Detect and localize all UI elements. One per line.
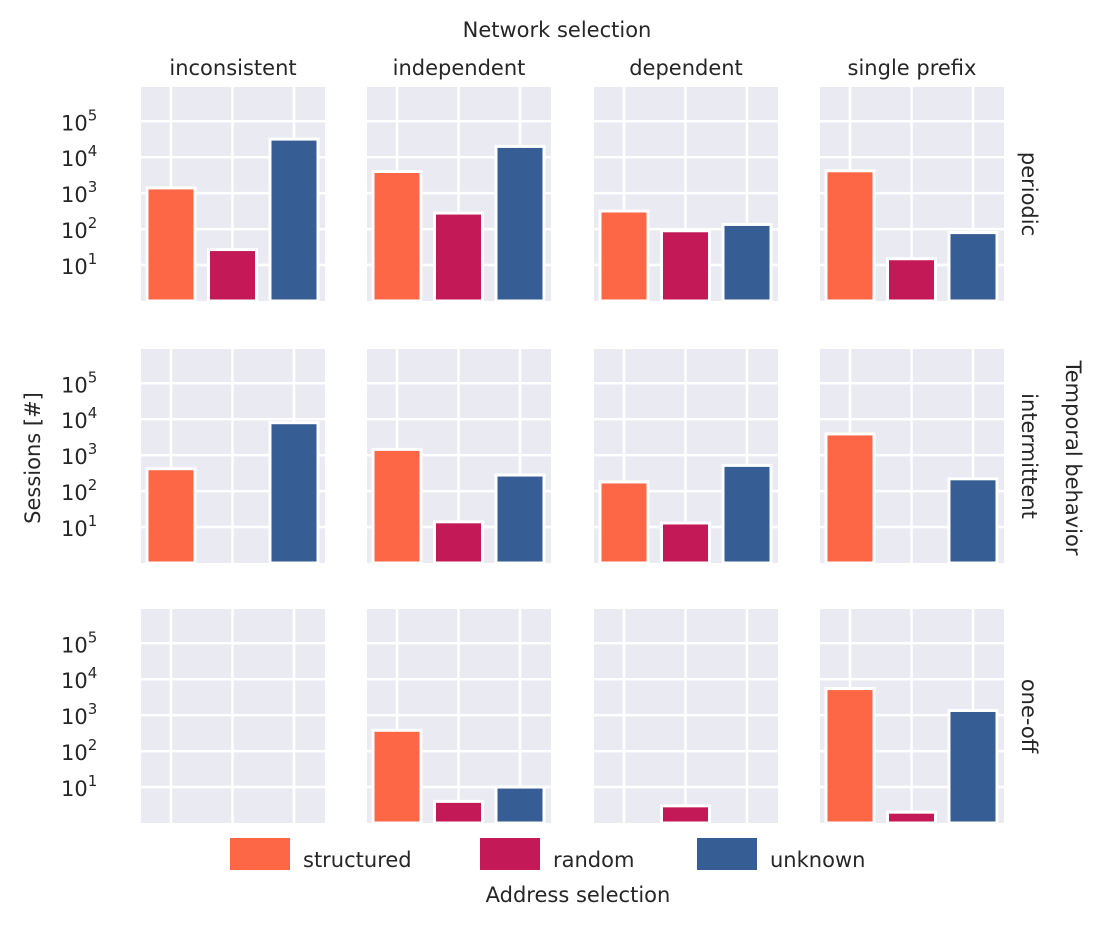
legend-label-unknown: unknown (770, 848, 865, 872)
y-tick-labels: 101 102 103 104 105 101 102 103 104 105 101 102 103 1… (61, 106, 97, 801)
bar-random (660, 229, 711, 303)
legend-swatch-structured (230, 838, 290, 870)
legend-label-structured: structured (303, 848, 412, 872)
row-titles: periodic intermittent one-off (1017, 152, 1041, 754)
bar-random (433, 799, 484, 825)
bar-unknown (268, 137, 320, 303)
legend-item-random: random (480, 838, 634, 872)
x-axis-label: Address selection (486, 883, 671, 907)
y-tick-label: 101 (61, 512, 97, 541)
bar-structured (371, 447, 423, 565)
panel-intermittent-inconsistent (141, 349, 325, 565)
bar-random (660, 804, 711, 825)
bar-random (207, 248, 258, 303)
y-tick-label: 102 (61, 214, 97, 243)
panel-intermittent-independent (367, 349, 551, 565)
bar-unknown (947, 708, 999, 825)
panel-one-off-single-prefix (820, 609, 1004, 825)
bar-structured (824, 687, 876, 825)
bar-unknown (721, 463, 773, 565)
y-tick-label: 104 (61, 404, 97, 433)
y-axis-label: Sessions [#] (21, 392, 45, 524)
panels (141, 87, 1004, 825)
y-tick-label: 101 (61, 772, 97, 801)
legend-item-structured: structured (230, 838, 412, 872)
y-tick-label: 105 (61, 628, 97, 657)
panel-one-off-dependent (594, 609, 778, 825)
y-tick-label: 104 (61, 142, 97, 171)
bar-unknown (947, 231, 999, 303)
y-tick-label: 103 (61, 440, 97, 469)
y-tick-label: 102 (61, 736, 97, 765)
bar-random (886, 257, 937, 303)
bar-random (433, 520, 484, 565)
bar-unknown (947, 477, 999, 565)
panel-one-off-inconsistent (141, 609, 325, 823)
column-title-single-prefix: single prefix (848, 56, 977, 80)
panel-periodic-single-prefix (820, 87, 1004, 303)
bar-structured (598, 480, 650, 565)
row-title-intermittent: intermittent (1017, 393, 1041, 519)
bar-random (433, 211, 484, 303)
bar-structured (824, 169, 876, 303)
legend-label-random: random (553, 848, 634, 872)
column-title-dependent: dependent (629, 56, 743, 80)
chart-title: Network selection (463, 18, 652, 42)
bar-structured (371, 728, 423, 825)
y-tick-label: 105 (61, 106, 97, 135)
y-tick-label: 102 (61, 476, 97, 505)
y-tick-label: 103 (61, 700, 97, 729)
panel-one-off-independent (367, 609, 551, 825)
y-tick-label: 105 (61, 368, 97, 397)
bar-unknown (721, 222, 773, 303)
bar-random (886, 810, 937, 825)
panel-intermittent-dependent (594, 349, 778, 565)
bar-unknown (494, 144, 546, 303)
bar-structured (824, 432, 876, 565)
bar-structured (371, 170, 423, 303)
y-tick-label: 104 (61, 664, 97, 693)
panel-periodic-independent (367, 87, 551, 303)
column-titles: inconsistent independent dependent single p… (169, 56, 976, 80)
bar-structured (145, 467, 197, 565)
panel-intermittent-single-prefix (820, 349, 1004, 565)
legend-item-unknown: unknown (697, 838, 865, 872)
bar-random (660, 521, 711, 565)
bar-unknown (494, 785, 546, 825)
y-tick-label: 103 (61, 178, 97, 207)
bar-structured (598, 209, 650, 303)
bar-unknown (494, 473, 546, 565)
panel-periodic-inconsistent (141, 87, 325, 303)
row-axis-title: Temporal behavior (1061, 360, 1085, 556)
legend-swatch-unknown (697, 838, 757, 870)
row-title-periodic: periodic (1017, 152, 1041, 236)
legend: structured random unknown (230, 838, 865, 872)
panel-periodic-dependent (594, 87, 778, 303)
column-title-independent: independent (393, 56, 526, 80)
y-tick-label: 101 (61, 250, 97, 279)
bar-unknown (268, 421, 320, 565)
row-title-one-off: one-off (1017, 679, 1041, 754)
bar-structured (145, 186, 197, 303)
column-title-inconsistent: inconsistent (169, 56, 296, 80)
legend-swatch-random (480, 838, 540, 870)
